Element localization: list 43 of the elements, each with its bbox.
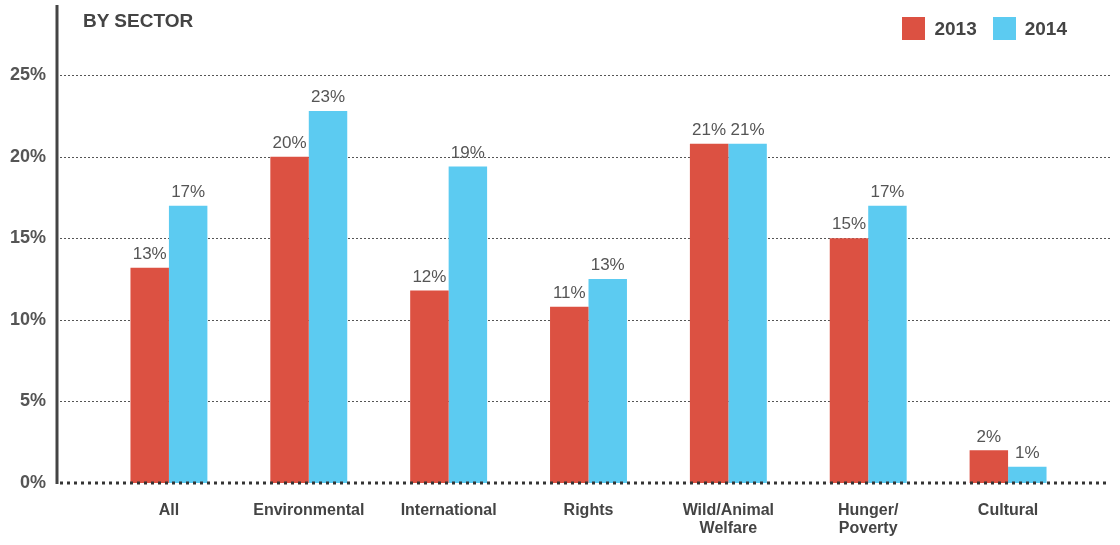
data-label: 2% xyxy=(976,426,1002,446)
bar xyxy=(168,205,208,483)
y-tick-label: 10% xyxy=(9,308,46,329)
data-label: 17% xyxy=(870,181,905,201)
x-tick-label: Cultural xyxy=(977,500,1039,518)
legend-label: 2013 xyxy=(934,17,977,40)
bar xyxy=(130,267,169,483)
data-label: 12% xyxy=(412,266,447,286)
y-tick-label: 5% xyxy=(19,390,46,411)
legend-label: 2014 xyxy=(1024,17,1067,40)
data-label: 17% xyxy=(171,181,206,201)
bar xyxy=(270,156,309,483)
chart-title: BY SECTOR xyxy=(83,10,194,32)
data-label: 21% xyxy=(730,119,765,139)
data-label: 23% xyxy=(311,87,346,107)
x-tick-label: Wild/Animal Welfare xyxy=(682,500,775,537)
data-label: 13% xyxy=(590,255,625,275)
bar xyxy=(308,111,348,483)
x-tick-label: International xyxy=(400,500,497,518)
data-label: 21% xyxy=(692,119,727,139)
bar xyxy=(448,166,488,483)
bar xyxy=(588,279,627,483)
bar xyxy=(410,290,449,483)
data-label: 1% xyxy=(1015,442,1040,462)
y-tick-label: 15% xyxy=(9,227,46,248)
x-tick-label: All xyxy=(158,500,180,518)
data-label: 15% xyxy=(831,214,866,234)
bar xyxy=(829,238,869,483)
x-tick-label: Rights xyxy=(563,500,614,518)
x-tick-label: Hunger/ Poverty xyxy=(837,500,899,537)
bar xyxy=(1008,466,1047,483)
y-tick-label: 0% xyxy=(19,471,46,492)
data-label: 20% xyxy=(272,132,307,152)
x-tick-label: Environmental xyxy=(253,500,365,518)
y-tick-label: 20% xyxy=(9,145,46,166)
bar xyxy=(969,450,1009,483)
bar xyxy=(868,205,907,483)
y-tick-label: 25% xyxy=(9,64,46,85)
bar xyxy=(728,143,767,483)
bar xyxy=(689,143,729,483)
data-label: 13% xyxy=(132,243,167,263)
data-label: 11% xyxy=(552,283,586,302)
bar xyxy=(550,306,589,483)
